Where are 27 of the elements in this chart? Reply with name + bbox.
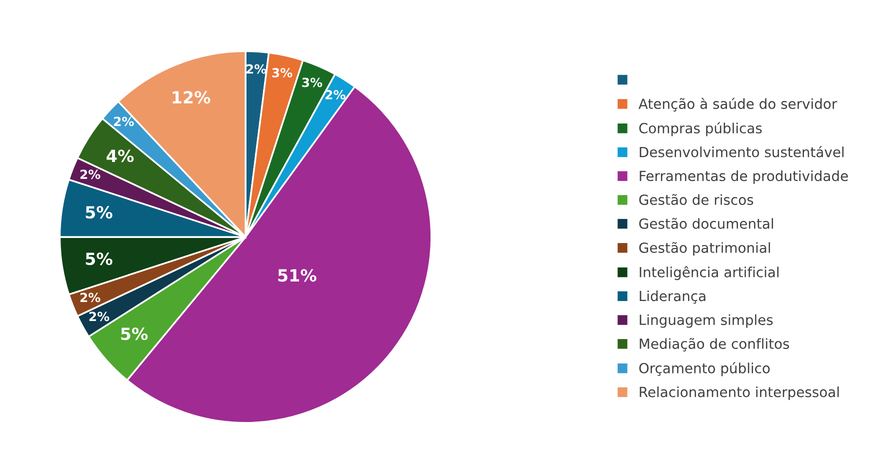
data-label: 2% <box>80 170 100 180</box>
legend-label: Relacionamento interpessoal <box>640 386 839 400</box>
legend-label: Liderança <box>640 290 706 304</box>
legend-label: Compras públicas <box>639 122 762 136</box>
data-label: 2% <box>326 90 346 100</box>
data-label: 2% <box>246 64 266 74</box>
legend-label: Inteligência artificial <box>640 266 778 280</box>
legend-label: Desenvolvimento sustentável <box>640 146 844 158</box>
legend-label: Gestão patrimonial <box>639 242 770 256</box>
legend-label: Linguagem simples <box>640 314 773 328</box>
legend-label: Ferramentas de produtividade <box>640 170 848 184</box>
legend-label: Mediação de conflitos <box>640 338 790 352</box>
data-label: 2% <box>80 292 100 302</box>
data-label: 5% <box>121 328 148 340</box>
legend-label: Gestão documental <box>639 218 774 229</box>
data-label: 2% <box>114 116 134 126</box>
data-label: 4% <box>106 150 134 162</box>
data-label: 2% <box>89 312 110 322</box>
data-label: 3% <box>302 78 322 88</box>
legend-label: Gestão de riscos <box>639 194 754 206</box>
data-label: 51% <box>278 269 316 282</box>
legend-label: Atenção à saúde do servidor <box>638 98 838 112</box>
legend-label: Orçamento público <box>639 362 770 376</box>
data-label: 3% <box>272 68 292 78</box>
data-label: 12% <box>172 91 210 104</box>
data-label: 5% <box>86 252 112 266</box>
data-label: 5% <box>86 206 112 219</box>
